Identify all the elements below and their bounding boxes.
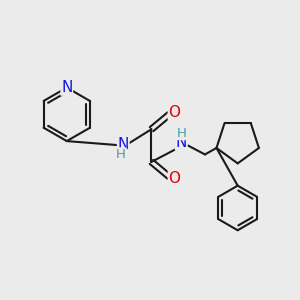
Text: N: N: [176, 135, 187, 150]
Text: H: H: [176, 127, 186, 140]
Text: O: O: [168, 171, 180, 186]
Text: N: N: [61, 80, 73, 95]
Text: H: H: [116, 148, 126, 161]
Text: O: O: [168, 105, 180, 120]
Text: N: N: [118, 136, 129, 152]
